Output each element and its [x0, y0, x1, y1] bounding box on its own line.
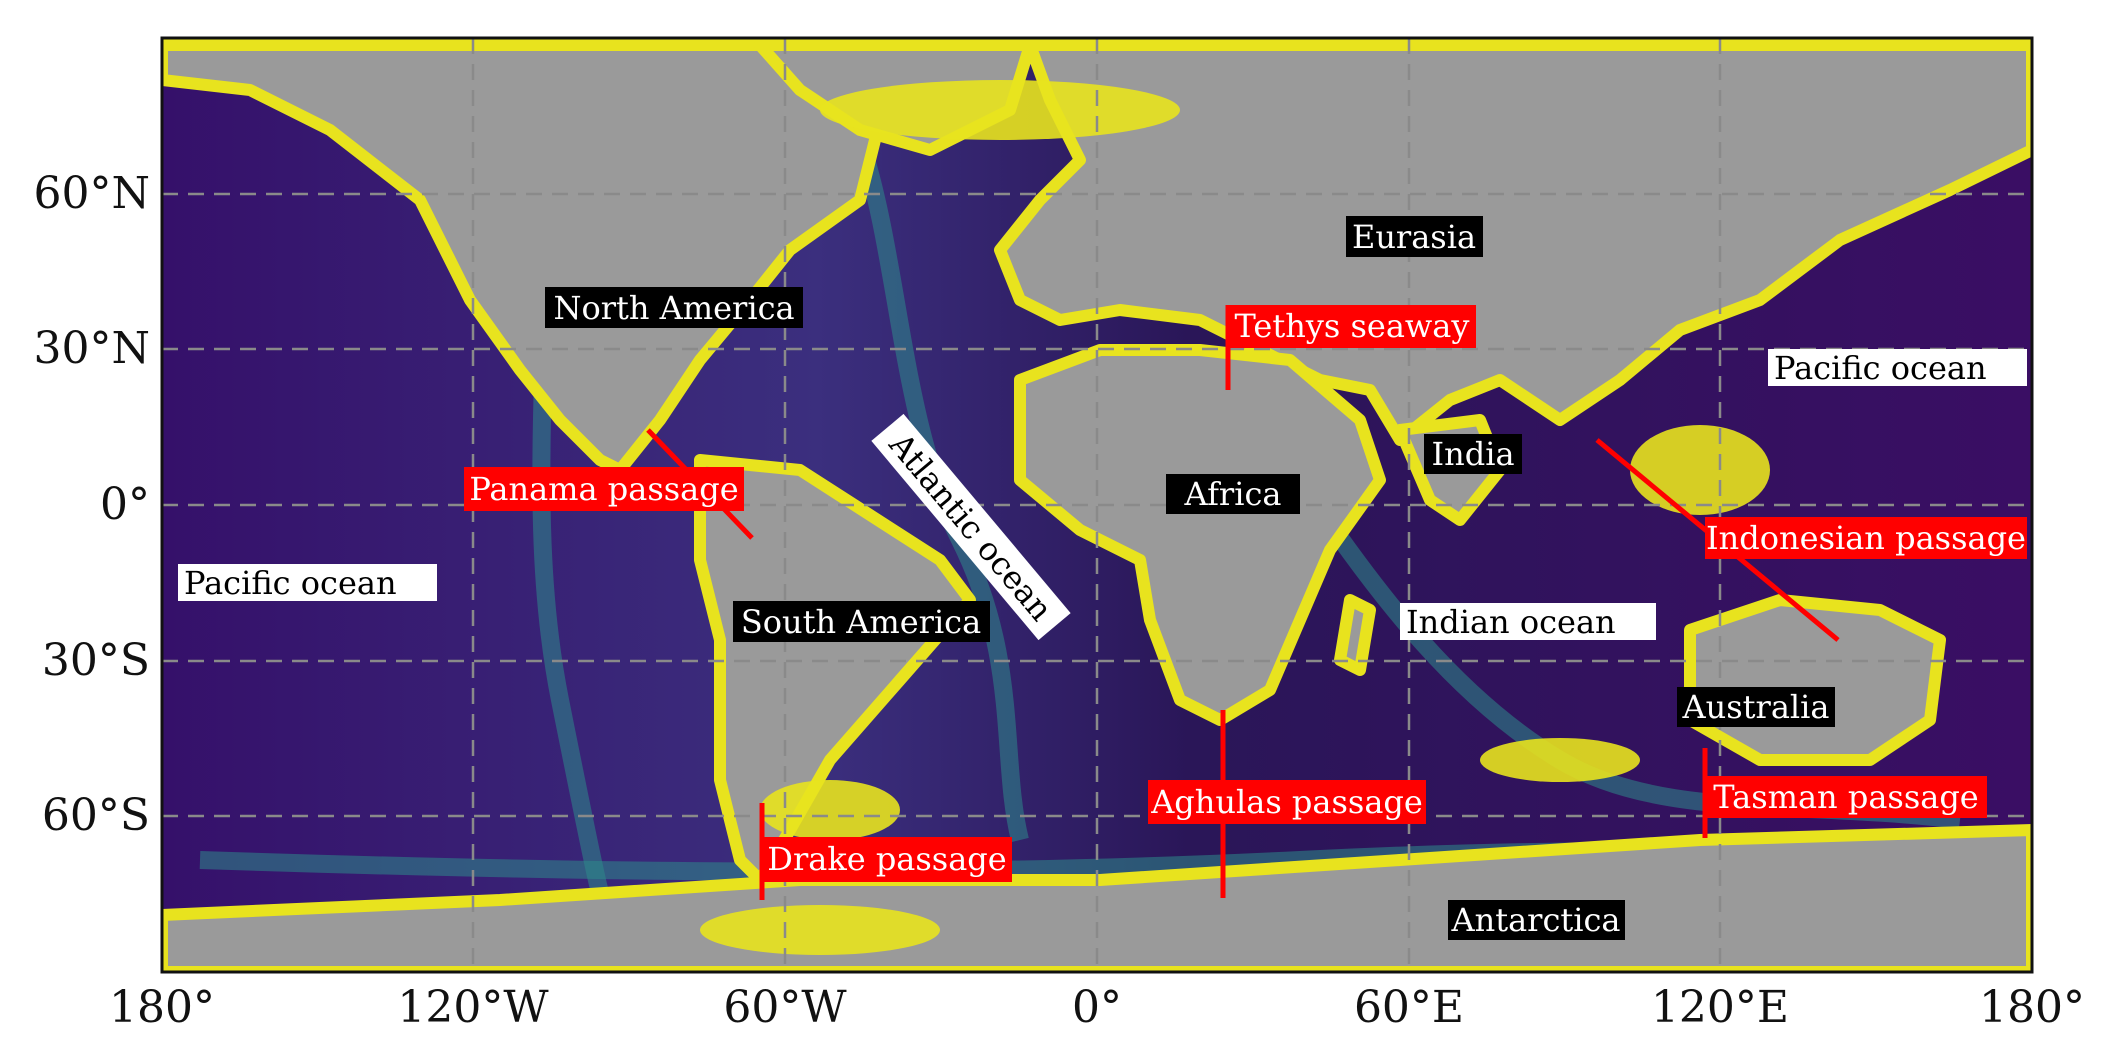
- label-south-america-text: South America: [741, 603, 981, 641]
- label-indian-ocean-text: Indian ocean: [1406, 603, 1616, 641]
- label-indonesian-passage-text: Indonesian passage: [1706, 519, 2026, 557]
- patagonian-shelf: [760, 780, 900, 840]
- lon-tick-120e: 120°E: [1651, 982, 1789, 1033]
- label-tasman-passage: Tasman passage: [1705, 776, 1987, 818]
- label-aghulas-passage-text: Aghulas passage: [1150, 783, 1423, 821]
- latitude-tick-labels: 60°N 30°N 0° 30°S 60°S: [34, 168, 151, 841]
- lon-tick-0: 0°: [1072, 982, 1122, 1033]
- lon-tick-60w: 60°W: [723, 982, 847, 1033]
- shelf-highlights: [700, 80, 1770, 955]
- label-north-america-text: North America: [553, 289, 794, 327]
- lat-tick-60n: 60°N: [34, 168, 151, 219]
- passage-labels: Panama passage Tethys seaway Drake passa…: [464, 305, 2027, 882]
- map-panel: [162, 38, 2032, 972]
- label-panama-passage: Panama passage: [464, 467, 744, 511]
- label-tethys-seaway: Tethys seaway: [1228, 305, 1476, 348]
- label-india: India: [1424, 434, 1522, 474]
- label-australia-text: Australia: [1682, 688, 1830, 726]
- label-panama-passage-text: Panama passage: [469, 470, 738, 508]
- arctic-shelf: [820, 80, 1180, 140]
- label-drake-passage-text: Drake passage: [767, 840, 1006, 878]
- land-masses: [162, 39, 2032, 972]
- label-india-text: India: [1431, 435, 1514, 473]
- label-tethys-seaway-text: Tethys seaway: [1235, 307, 1470, 345]
- sunda-shelf: [1630, 425, 1770, 515]
- label-antarctica: Antarctica: [1448, 900, 1625, 940]
- label-pacific-ocean-east: Pacific ocean: [1768, 349, 2027, 387]
- lon-tick-180w: 180°: [109, 982, 215, 1033]
- label-eurasia-text: Eurasia: [1352, 218, 1476, 256]
- label-pacific-ocean-east-text: Pacific ocean: [1774, 349, 1987, 387]
- label-south-america: South America: [733, 601, 990, 642]
- kerguelen-shelf: [1480, 738, 1640, 782]
- lon-tick-60e: 60°E: [1354, 982, 1464, 1033]
- lon-tick-180e: 180°: [1979, 982, 2085, 1033]
- africa-landmass: [1014, 344, 1386, 726]
- label-africa-text: Africa: [1184, 475, 1282, 513]
- label-indonesian-passage: Indonesian passage: [1705, 517, 2027, 559]
- label-pacific-ocean-west: Pacific ocean: [178, 564, 437, 602]
- label-pacific-ocean-west-text: Pacific ocean: [184, 564, 397, 602]
- label-australia: Australia: [1677, 687, 1835, 727]
- lat-tick-60s: 60°S: [42, 790, 150, 841]
- lat-tick-30s: 30°S: [42, 635, 150, 686]
- label-drake-passage: Drake passage: [762, 837, 1012, 882]
- label-indian-ocean: Indian ocean: [1400, 603, 1656, 641]
- label-antarctica-text: Antarctica: [1451, 901, 1621, 939]
- map-frame: [160, 36, 2034, 974]
- label-africa: Africa: [1166, 474, 1300, 514]
- lat-tick-0: 0°: [100, 479, 150, 530]
- label-north-america: North America: [545, 287, 803, 328]
- longitude-tick-labels: 180° 120°W 60°W 0° 60°E 120°E 180°: [109, 982, 2085, 1033]
- label-eurasia: Eurasia: [1346, 216, 1483, 257]
- weddell-shelf: [700, 905, 940, 955]
- label-aghulas-passage: Aghulas passage: [1148, 780, 1426, 824]
- lon-tick-120w: 120°W: [397, 982, 549, 1033]
- continent-labels: North America South America Eurasia Afri…: [545, 216, 1835, 940]
- label-tasman-passage-text: Tasman passage: [1713, 778, 1978, 816]
- madagascar-landmass: [1334, 594, 1376, 676]
- lat-tick-30n: 30°N: [34, 323, 151, 374]
